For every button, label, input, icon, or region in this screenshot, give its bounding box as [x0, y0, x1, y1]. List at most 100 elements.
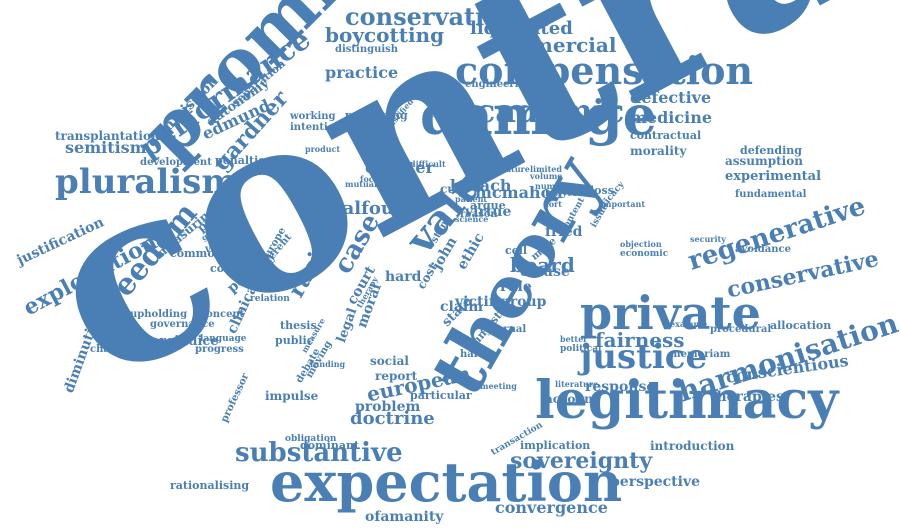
word-argue: argue [470, 199, 506, 212]
word-fairness: fairness [595, 328, 685, 352]
word-breach: breach [450, 176, 512, 195]
word-sovereignty: sovereignty [510, 448, 653, 474]
word-loss: loss [590, 184, 614, 197]
word-memoriam: memoriam [670, 349, 731, 360]
word-medicine: medicine [630, 108, 713, 127]
word-challenge: challenge [90, 344, 145, 355]
word-lawyer: lawyer [545, 189, 578, 199]
word-intention: intention [290, 122, 342, 133]
word-board: board [510, 253, 575, 277]
word-concept: concept [200, 309, 245, 320]
word-progress: progress [195, 344, 244, 355]
word-legitimacy: legitimacy [535, 370, 839, 431]
word-particular: particular [410, 389, 472, 402]
word-compensation: compensation [455, 48, 754, 93]
word-science: science [455, 214, 489, 224]
word-response: response [585, 379, 656, 395]
word-mutual: mutual [345, 179, 378, 189]
word-fried: fried [545, 224, 583, 240]
word-rationalising: rationalising [170, 479, 250, 492]
word-morality: morality [630, 144, 687, 158]
word-claim: claim [440, 299, 484, 315]
word-assumption: assumption [725, 154, 803, 168]
word-language: language [200, 334, 247, 344]
word-choice: choice [410, 194, 440, 204]
word-semitism: semitism [65, 138, 147, 157]
word-defective: defective [630, 88, 712, 107]
word-avoidance: avoidance [735, 244, 791, 255]
word-engineering: engineering [465, 79, 533, 90]
word-convergence: convergence [495, 498, 608, 517]
word-promising: promising [345, 109, 408, 122]
word-literature: literature [555, 379, 599, 389]
word-defending: defending [740, 144, 802, 157]
word-important: important [600, 199, 646, 209]
word-expectation: expectation [270, 450, 623, 514]
word-patient: patient [455, 194, 488, 204]
word-balfour: balfour [330, 198, 404, 219]
word-development: development [140, 157, 212, 168]
word-example: example [670, 319, 708, 329]
word-account: account [545, 392, 599, 406]
word-allocation: allocation [770, 319, 832, 332]
word-therapies: therapies [710, 389, 784, 405]
word-clause: clause [520, 264, 570, 280]
word-public: public [275, 334, 314, 347]
word-governance: governance [150, 319, 215, 330]
word-social: social [370, 354, 409, 368]
word-central: central [430, 109, 462, 119]
word-report: report [375, 369, 418, 383]
word-meeting: meeting [480, 381, 517, 391]
word-pluralism: pluralism [55, 162, 238, 202]
word-common: common [170, 247, 223, 260]
word-introduction: introduction [650, 439, 735, 453]
word-substantive: substantive [235, 438, 403, 468]
word-practice: practice [325, 63, 399, 82]
word-relation: relation [250, 294, 290, 304]
word-experimental: experimental [725, 169, 822, 184]
word-doctrine: doctrine [350, 408, 435, 429]
word-problem: problem [355, 399, 421, 415]
word-academic: academic [455, 92, 625, 130]
word-security: security [690, 234, 726, 244]
word-boycotting: boycotting [325, 23, 445, 47]
word-group: group [500, 294, 547, 310]
word-nature: nature [500, 164, 530, 174]
word-thesis: thesis [280, 319, 317, 332]
word-harm: harm [460, 349, 490, 360]
word-damage: damage [420, 83, 657, 147]
word-private: private [580, 286, 761, 340]
word-ofamanity: ofamanity [365, 509, 444, 525]
word-funding: funding [310, 359, 346, 369]
word-cell: cell [505, 244, 528, 257]
word-dominant: dominant [300, 439, 360, 452]
word-objection: objection [620, 239, 662, 249]
word-difficult: difficult [410, 159, 446, 169]
word-justice: justice [580, 337, 708, 377]
word-implication: implication [520, 439, 591, 452]
word-reason: reason [460, 209, 498, 220]
word-valuable: valuable [205, 244, 252, 255]
word-cure: cure [440, 182, 470, 196]
word-liquidated: liquidated [470, 18, 573, 39]
word-external: external [480, 324, 527, 335]
word-focus: focus [360, 174, 384, 184]
word-volume: volume [530, 171, 563, 181]
word-contractual: contractual [630, 129, 702, 142]
word-victim: victim [455, 294, 504, 310]
word-tort: tort [545, 199, 562, 209]
word-impulse: impulse [265, 389, 319, 403]
word-mcmahon: mcmahon [475, 183, 563, 202]
word-obligation: obligation [285, 434, 337, 444]
word-hard: hard [385, 269, 422, 285]
word-working: working [290, 111, 336, 122]
word-fundamental: fundamental [735, 189, 807, 200]
word-shiffrin: shiffrin [365, 154, 403, 164]
word-virtue: virtue [465, 204, 512, 220]
word-chapter: chapter [365, 158, 434, 177]
word-consent: consent [210, 262, 259, 275]
word-commercial: commercial [485, 33, 617, 57]
word-upholding: upholding [130, 309, 188, 320]
word-better: better [560, 334, 588, 344]
